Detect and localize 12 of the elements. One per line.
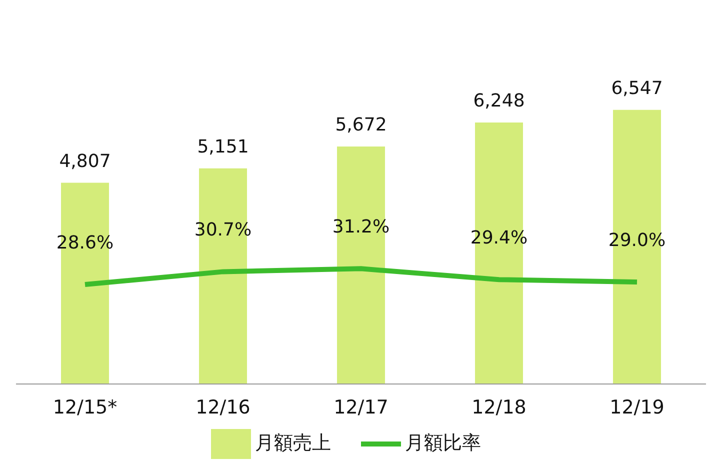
data-label: 5,151 bbox=[197, 136, 249, 158]
data-label: 6,248 bbox=[473, 90, 525, 112]
legend-label: 月額売上 bbox=[255, 432, 331, 454]
legend-label: 月額比率 bbox=[405, 432, 481, 454]
data-label: 6,547 bbox=[611, 78, 663, 99]
x-tick-label: 12/18 bbox=[472, 396, 526, 418]
x-tick-label: 12/15* bbox=[52, 396, 118, 418]
x-tick-label: 12/17 bbox=[334, 396, 388, 418]
data-label: 5,672 bbox=[335, 114, 387, 136]
x-tick-label: 12/16 bbox=[196, 396, 250, 418]
data-label: 4,807 bbox=[59, 150, 111, 172]
x-tick-label: 12/19 bbox=[610, 396, 664, 418]
